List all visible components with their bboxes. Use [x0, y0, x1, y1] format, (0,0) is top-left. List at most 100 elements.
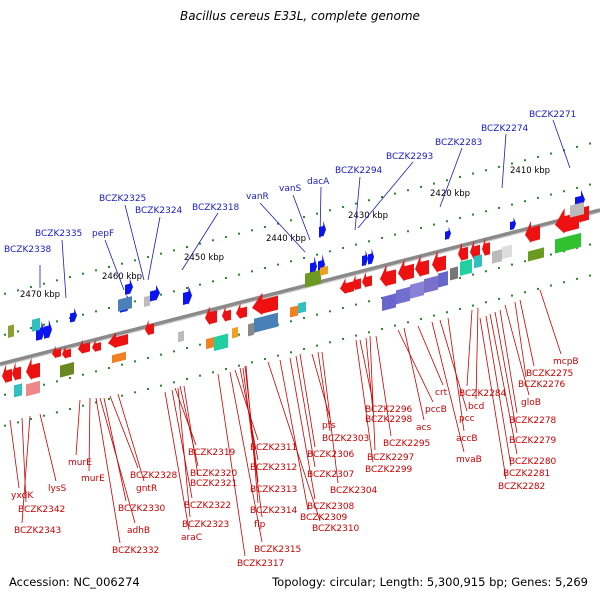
reverse-leader-line — [494, 311, 518, 434]
reverse-gene-label: mvaB — [456, 455, 482, 465]
reverse-leader-line — [289, 357, 316, 500]
reverse-gene-arrow — [236, 303, 247, 320]
forward-leader-line — [259, 202, 306, 253]
forward-gene-arrow — [183, 285, 192, 306]
forward-leader-line — [501, 133, 507, 189]
cog-feature-block — [438, 270, 448, 288]
reverse-gene-label: pccB — [425, 405, 447, 415]
reverse-leader-line — [403, 327, 425, 421]
reverse-leader-line — [99, 397, 136, 524]
reverse-leader-line — [504, 304, 530, 396]
reverse-gene-label: araC — [181, 533, 202, 543]
reverse-gene-arrow — [415, 255, 429, 278]
forward-gene-label: BCZK2318 — [192, 203, 240, 213]
reverse-leader-line — [229, 371, 263, 543]
reverse-leader-line — [244, 365, 259, 483]
reverse-leader-line — [39, 413, 57, 482]
cog-feature-block — [214, 333, 228, 352]
reverse-leader-line — [466, 309, 473, 387]
reverse-gene-label: BCZK2296 — [365, 405, 413, 415]
reverse-leader-line — [164, 391, 190, 531]
reverse-gene-label: pcc — [459, 414, 475, 424]
reverse-gene-label: BCZK2278 — [509, 416, 557, 426]
forward-gene-label: dacA — [307, 177, 330, 187]
reverse-gene-arrow — [525, 220, 540, 244]
cog-feature-block — [254, 312, 278, 333]
reverse-gene-label: flp — [254, 520, 266, 530]
cog-feature-block — [14, 383, 22, 398]
reverse-leader-line — [21, 417, 27, 503]
reverse-leader-line — [295, 355, 316, 468]
reverse-gene-arrow — [52, 345, 61, 359]
reverse-gene-arrow — [222, 306, 231, 323]
cog-feature-block — [305, 269, 321, 288]
reverse-gene-label: BCZK2313 — [250, 485, 297, 495]
cog-feature-block — [298, 301, 306, 314]
reverse-gene-label: BCZK2321 — [190, 479, 237, 489]
reverse-leader-line — [431, 321, 465, 453]
forward-gene-arrow — [362, 250, 368, 267]
reverse-gene-arrow — [145, 319, 154, 336]
forward-gene-arrow — [319, 221, 326, 238]
forward-leader-line — [61, 239, 67, 299]
reverse-gene-label: BCZK2309 — [300, 513, 348, 523]
cog-feature-block — [290, 305, 298, 318]
forward-gene-label: pepF — [92, 229, 114, 239]
reverse-gene-arrow — [92, 339, 101, 353]
reverse-gene-arrow — [352, 274, 361, 291]
reverse-leader-line — [171, 389, 193, 499]
reverse-leader-line — [321, 351, 339, 484]
reverse-gene-label: BCZK2317 — [237, 559, 284, 569]
reverse-gene-label: BCZK2308 — [307, 502, 355, 512]
forward-gene-arrow — [125, 278, 133, 295]
reverse-gene-label: BCZK2297 — [367, 453, 414, 463]
cog-feature-block — [396, 286, 410, 305]
cog-feature-block — [112, 351, 126, 364]
reverse-leader-line — [21, 415, 31, 524]
reverse-leader-line — [183, 385, 199, 477]
scale-label: 2460 kbp — [102, 272, 142, 282]
cog-feature-block — [450, 266, 458, 281]
reverse-leader-line — [117, 393, 145, 482]
reverse-gene-arrow — [470, 240, 480, 260]
reverse-gene-arrow — [2, 364, 12, 384]
reverse-leader-line — [369, 335, 376, 451]
reverse-leader-line — [217, 373, 246, 557]
cog-feature-block — [206, 337, 214, 350]
reverse-gene-arrow — [362, 272, 372, 289]
scale-label: 2410 kbp — [510, 166, 550, 176]
reverse-leader-line — [75, 399, 81, 456]
forward-leader-line — [104, 239, 125, 291]
reverse-leader-line — [365, 337, 374, 413]
reverse-gene-label: BCZK2320 — [190, 469, 238, 479]
cog-feature-block — [232, 326, 238, 339]
forward-gene-label: vanS — [279, 184, 302, 194]
reverse-leader-line — [179, 385, 199, 467]
forward-gene-arrow — [150, 284, 160, 302]
reverse-gene-arrow — [62, 346, 71, 359]
forward-gene-arrow — [310, 256, 317, 276]
reverse-gene-label: BCZK2319 — [188, 448, 236, 458]
forward-gene-arrow — [70, 307, 77, 323]
forward-leader-line — [147, 216, 161, 281]
forward-gene-arrow — [368, 248, 374, 265]
reverse-gene-arrow — [78, 339, 90, 355]
reverse-leader-line — [317, 351, 331, 432]
reverse-gene-label: acs — [416, 423, 431, 433]
forward-gene-label: BCZK2283 — [435, 138, 482, 148]
reverse-leader-line — [299, 353, 316, 448]
reverse-gene-label: crt — [435, 388, 448, 398]
reverse-leader-line — [267, 361, 321, 522]
reverse-gene-arrow — [398, 259, 414, 282]
reverse-leader-line — [397, 329, 434, 403]
cog-feature-block — [248, 322, 254, 337]
reverse-leader-line — [245, 365, 259, 504]
reverse-gene-label: BCZK2306 — [307, 450, 355, 460]
reverse-leader-line — [9, 419, 20, 489]
reverse-gene-label: lysS — [48, 484, 67, 494]
cog-feature-block — [460, 258, 472, 276]
reverse-leader-line — [95, 397, 121, 544]
forward-gene-label: BCZK2293 — [386, 152, 433, 162]
reverse-gene-label: BCZK2304 — [330, 486, 378, 496]
